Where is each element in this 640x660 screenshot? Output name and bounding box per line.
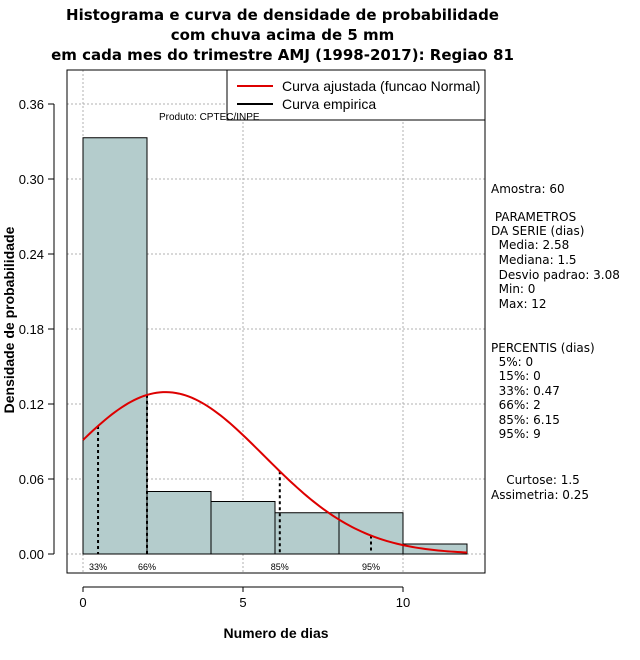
y-tick-label-1: 0.06 <box>19 472 44 487</box>
stat-params-header-1: PARAMETROS <box>491 210 577 224</box>
stat-p5: 5%: 0 <box>491 355 534 369</box>
y-axis-label: Densidade de probabilidade <box>1 226 17 413</box>
stat-p95: 95%: 9 <box>491 427 541 441</box>
histogram-bars <box>82 137 468 555</box>
legend: Curva ajustada (funcao Normal) Curva emp… <box>226 69 486 121</box>
fitted-curve-layer <box>82 391 468 554</box>
chart-title-line-3: em cada mes do trimestre AMJ (1998-2017)… <box>51 46 514 64</box>
fitted-normal-curve <box>82 391 468 554</box>
y-tick-label-4: 0.24 <box>19 247 44 262</box>
axes: 0.00 0.06 0.12 0.18 0.24 0.30 0.36 0 5 10 <box>19 97 411 610</box>
percentile-label-95%: 95% <box>362 562 380 572</box>
stat-skewness: Assimetria: 0.25 <box>491 488 590 502</box>
stat-p33: 33%: 0.47 <box>491 384 560 398</box>
y-tick-label-2: 0.12 <box>19 397 44 412</box>
stat-p85: 85%: 6.15 <box>491 413 560 427</box>
legend-box <box>226 69 486 121</box>
stat-std: Desvio padrao: 3.08 <box>491 268 620 282</box>
product-label: Produto: CPTEC/INPE <box>159 112 260 123</box>
x-tick-label-2: 10 <box>396 595 410 610</box>
percentile-label-66%: 66% <box>138 562 156 572</box>
histogram-bar-2 <box>210 501 276 555</box>
x-tick-label-0: 0 <box>79 595 86 610</box>
stat-p15: 15%: 0 <box>491 369 541 383</box>
stat-p66: 66%: 2 <box>491 398 541 412</box>
percentile-label-33%: 33% <box>89 562 107 572</box>
stat-kurtosis: Curtose: 1.5 <box>491 473 580 487</box>
chart-title-line-2: com chuva acima de 5 mm <box>170 26 395 44</box>
histogram-bar-0 <box>82 137 148 555</box>
stat-median: Mediana: 1.5 <box>491 253 577 267</box>
y-tick-label-5: 0.30 <box>19 172 44 187</box>
stat-percentiles-header: PERCENTIS (dias) <box>491 341 595 355</box>
histogram-bar-4 <box>338 512 404 555</box>
stat-max: Max: 12 <box>491 297 547 311</box>
y-tick-label-6: 0.36 <box>19 97 44 112</box>
chart-title-line-1: Histograma e curva de densidade de proba… <box>66 6 499 24</box>
stat-min: Min: 0 <box>491 282 536 296</box>
y-tick-label-3: 0.18 <box>19 322 44 337</box>
legend-fitted-label: Curva ajustada (funcao Normal) <box>282 78 480 94</box>
percentile-markers: 33% 66% 85% 95% <box>89 394 380 572</box>
y-tick-label-0: 0.00 <box>19 547 44 562</box>
histogram-bar-5 <box>402 543 468 555</box>
x-axis-label: Numero de dias <box>223 625 328 641</box>
stat-params-header-2: DA SERIE (dias) <box>491 224 585 238</box>
legend-empirical-label: Curva empirica <box>282 96 376 112</box>
histogram-bar-3 <box>274 512 340 555</box>
stat-sample: Amostra: 60 <box>491 182 565 196</box>
stat-mean: Media: 2.58 <box>491 238 570 252</box>
x-tick-label-1: 5 <box>239 595 246 610</box>
histogram-bar-1 <box>146 491 212 555</box>
percentile-label-85%: 85% <box>271 562 289 572</box>
